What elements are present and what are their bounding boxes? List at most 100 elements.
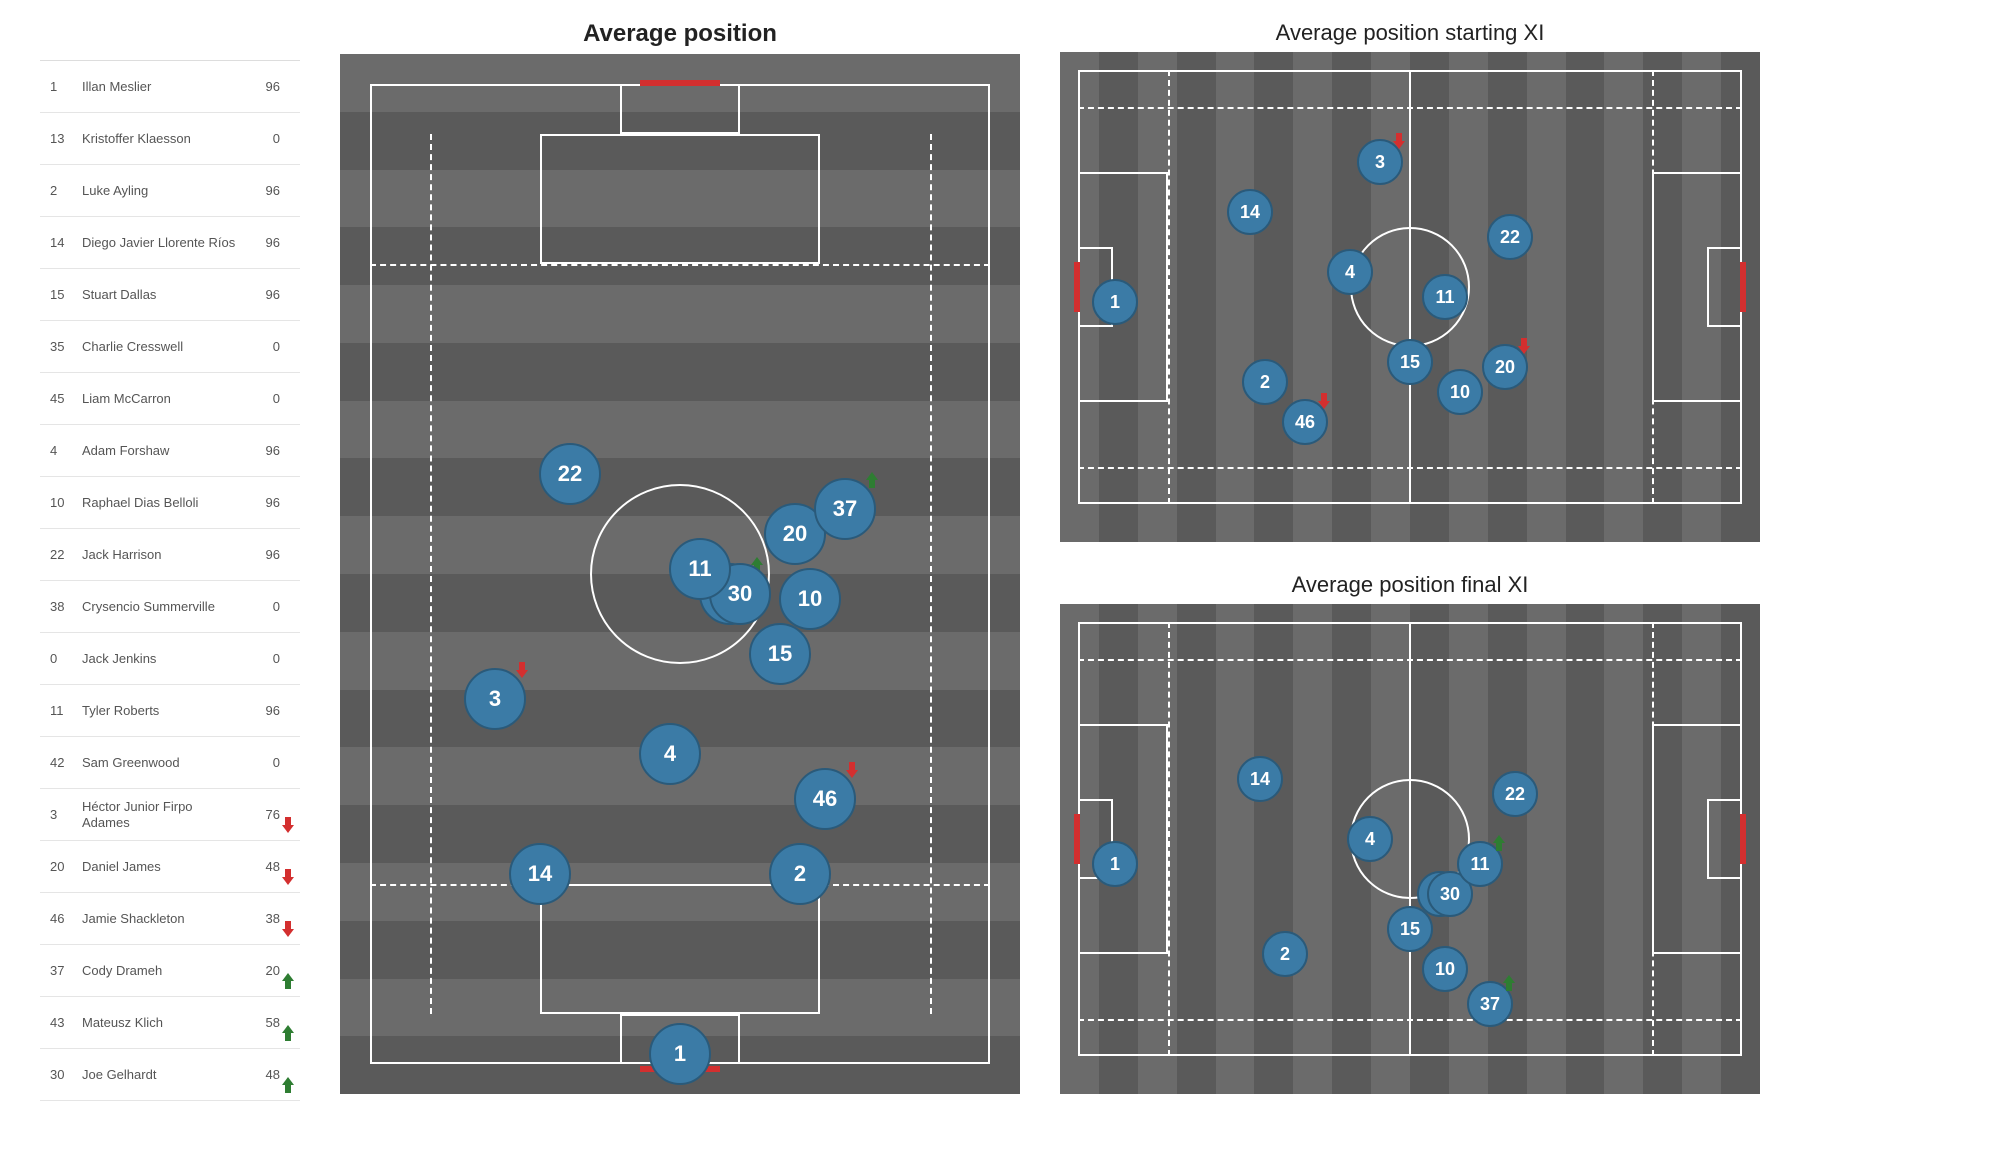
roster-minutes: 0 [244, 599, 280, 614]
roster-name: Daniel James [76, 859, 244, 875]
player-dot: 14 [1227, 189, 1273, 235]
roster-minutes: 0 [244, 391, 280, 406]
roster-number: 15 [40, 287, 76, 302]
roster-row: 22Jack Harrison96 [40, 529, 300, 581]
starting-pitch-title: Average position starting XI [1060, 20, 1760, 46]
roster-minutes: 48 [244, 1067, 280, 1082]
roster-number: 38 [40, 599, 76, 614]
roster-minutes: 96 [244, 443, 280, 458]
roster-minutes: 0 [244, 755, 280, 770]
roster-name: Jack Jenkins [76, 651, 244, 667]
roster-row: 4Adam Forshaw96 [40, 425, 300, 477]
roster-number: 20 [40, 859, 76, 874]
roster-minutes: 38 [244, 911, 280, 926]
roster-name: Mateusz Klich [76, 1015, 244, 1031]
roster-row: 13Kristoffer Klaesson0 [40, 113, 300, 165]
player-dot: 3 [464, 668, 526, 730]
roster-name: Tyler Roberts [76, 703, 244, 719]
sub-off-icon [282, 869, 294, 885]
roster-name: Kristoffer Klaesson [76, 131, 244, 147]
roster-number: 4 [40, 443, 76, 458]
roster-number: 3 [40, 807, 76, 822]
roster-number: 22 [40, 547, 76, 562]
roster-number: 46 [40, 911, 76, 926]
roster-row: 3Héctor Junior Firpo Adames76 [40, 789, 300, 841]
roster-number: 11 [40, 703, 76, 718]
roster-number: 2 [40, 183, 76, 198]
roster-row: 43Mateusz Klich58 [40, 997, 300, 1049]
roster-name: Crysencio Summerville [76, 599, 244, 615]
roster-number: 14 [40, 235, 76, 250]
roster-number: 13 [40, 131, 76, 146]
sub-on-icon [282, 1077, 294, 1093]
roster-name: Raphael Dias Belloli [76, 495, 244, 511]
roster-name: Diego Javier Llorente Ríos [76, 235, 244, 251]
roster-minutes: 96 [244, 183, 280, 198]
player-dot: 37 [1467, 981, 1513, 1027]
player-dot: 2 [1242, 359, 1288, 405]
sub-on-icon [282, 1025, 294, 1041]
roster-minutes: 76 [244, 807, 280, 822]
roster-row: 46Jamie Shackleton38 [40, 893, 300, 945]
main-pitch-title: Average position [340, 20, 1020, 48]
player-dot: 11 [1422, 274, 1468, 320]
roster-row: 38Crysencio Summerville0 [40, 581, 300, 633]
roster-name: Illan Meslier [76, 79, 244, 95]
roster-name: Cody Drameh [76, 963, 244, 979]
roster-minutes: 0 [244, 339, 280, 354]
player-dot: 22 [1487, 214, 1533, 260]
roster-row: 2Luke Ayling96 [40, 165, 300, 217]
roster-name: Liam McCarron [76, 391, 244, 407]
roster-minutes: 96 [244, 235, 280, 250]
roster-number: 43 [40, 1015, 76, 1030]
roster-row: 37Cody Drameh20 [40, 945, 300, 997]
player-dot: 46 [1282, 399, 1328, 445]
player-dot: 10 [779, 568, 841, 630]
player-dot: 4 [1347, 816, 1393, 862]
roster-minutes: 96 [244, 79, 280, 94]
roster-number: 10 [40, 495, 76, 510]
roster-minutes: 0 [244, 131, 280, 146]
roster-name: Sam Greenwood [76, 755, 244, 771]
roster-minutes: 48 [244, 859, 280, 874]
roster-row: 30Joe Gelhardt48 [40, 1049, 300, 1101]
sub-off-icon [282, 921, 294, 937]
sub-on-icon [282, 973, 294, 989]
player-dot: 11 [1457, 841, 1503, 887]
player-dot: 1 [1092, 841, 1138, 887]
roster-name: Charlie Cresswell [76, 339, 244, 355]
player-dot: 22 [1492, 771, 1538, 817]
roster-minutes: 96 [244, 547, 280, 562]
main-pitch-panel: Average position 11424643151043301120372… [340, 20, 1020, 1155]
roster-row: 14Diego Javier Llorente Ríos96 [40, 217, 300, 269]
roster-name: Jamie Shackleton [76, 911, 244, 927]
player-dot: 11 [669, 538, 731, 600]
roster-row: 15Stuart Dallas96 [40, 269, 300, 321]
roster-number: 45 [40, 391, 76, 406]
roster-row: 1Illan Meslier96 [40, 61, 300, 113]
roster-table: 1Illan Meslier9613Kristoffer Klaesson02L… [40, 60, 300, 1155]
player-dot: 4 [639, 723, 701, 785]
roster-minutes: 20 [244, 963, 280, 978]
roster-minutes: 0 [244, 651, 280, 666]
roster-name: Luke Ayling [76, 183, 244, 199]
roster-minutes: 96 [244, 495, 280, 510]
roster-row: 11Tyler Roberts96 [40, 685, 300, 737]
final-pitch-title: Average position final XI [1060, 572, 1760, 598]
sub-off-icon [282, 817, 294, 833]
roster-name: Adam Forshaw [76, 443, 244, 459]
player-dot: 15 [749, 623, 811, 685]
roster-number: 30 [40, 1067, 76, 1082]
roster-row: 20Daniel James48 [40, 841, 300, 893]
final-pitch: 1142415104330112237 [1060, 604, 1760, 1094]
roster-name: Héctor Junior Firpo Adames [76, 799, 244, 830]
player-dot: 10 [1437, 369, 1483, 415]
roster-minutes: 58 [244, 1015, 280, 1030]
roster-number: 0 [40, 651, 76, 666]
roster-number: 37 [40, 963, 76, 978]
player-dot: 10 [1422, 946, 1468, 992]
player-dot: 4 [1327, 249, 1373, 295]
player-dot: 2 [769, 843, 831, 905]
roster-row: 45Liam McCarron0 [40, 373, 300, 425]
main-pitch: 114246431510433011203722 [340, 54, 1020, 1094]
